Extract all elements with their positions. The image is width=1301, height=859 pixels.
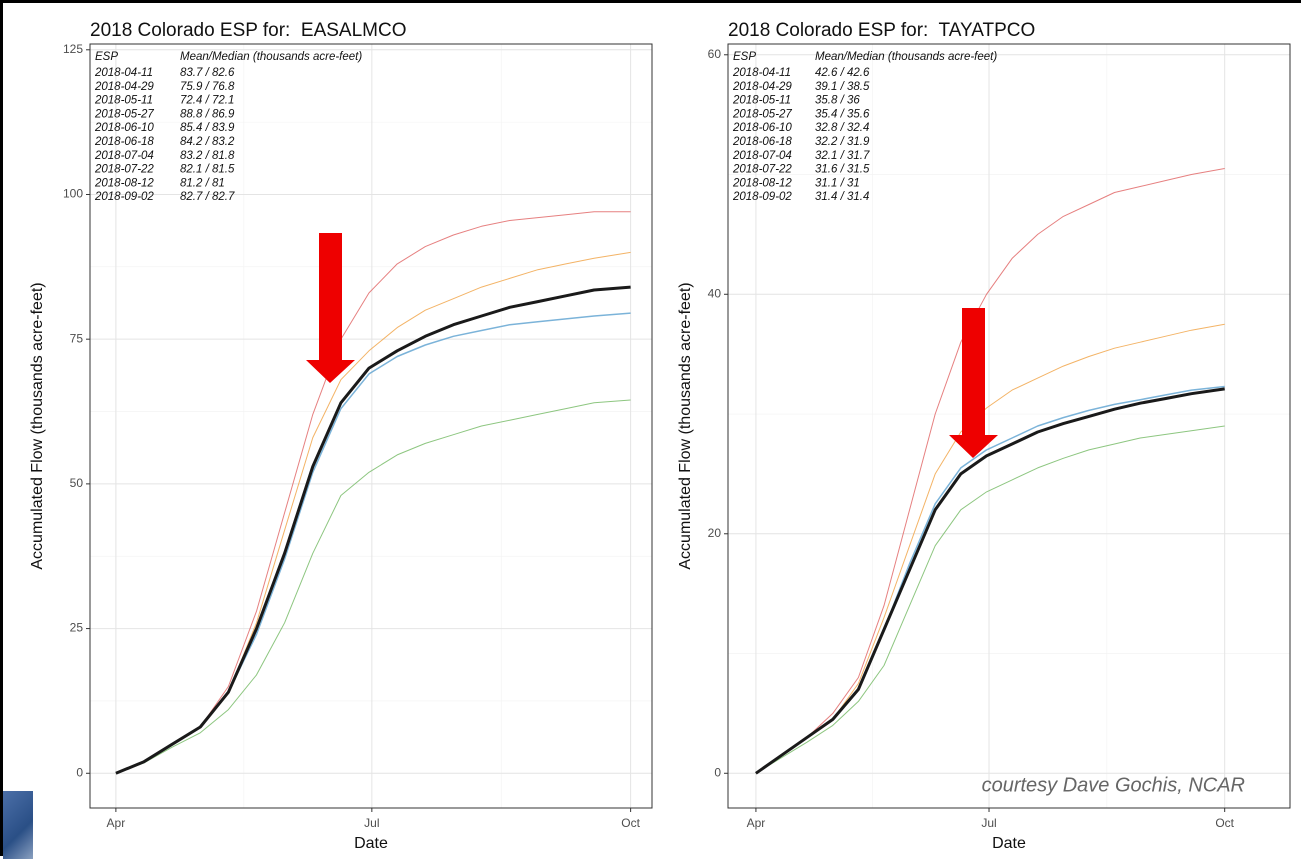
table-cell: 83.7 / 82.6 [180, 67, 235, 79]
x-tick-label: Jul [364, 816, 379, 830]
table-cell: 31.4 / 31.4 [815, 191, 869, 203]
series-line [115, 285, 631, 775]
table-cell: 83.2 / 81.8 [180, 150, 235, 162]
table-cell: 82.7 / 82.7 [180, 191, 235, 203]
y-axis-label: Accumulated Flow (thousands acre-feet) [29, 282, 46, 569]
table-cell: 2018-09-02 [94, 191, 154, 203]
table-cell: 81.2 / 81 [180, 177, 225, 189]
table-cell: 2018-09-02 [732, 191, 792, 203]
table-header: ESP [95, 51, 118, 63]
table-cell: 88.8 / 86.9 [180, 108, 235, 120]
table-cell: 2018-05-11 [94, 95, 153, 107]
table-cell: 32.8 / 32.4 [815, 122, 869, 134]
y-tick-label: 100 [63, 187, 83, 201]
table-cell: 2018-04-29 [732, 81, 792, 93]
y-axis-label: Accumulated Flow (thousands acre-feet) [677, 282, 694, 569]
charts: 2018 Colorado ESP for: EASALMCO 0 25 50 75 10… [29, 20, 1291, 852]
table-cell: 2018-06-10 [732, 122, 792, 134]
y-tick-label: 0 [76, 765, 83, 779]
y-tick-label: 40 [708, 286, 722, 300]
y-tick-label: 0 [714, 765, 721, 779]
plot-border [727, 43, 1291, 809]
plot-background [90, 44, 652, 808]
table-cell: 2018-04-29 [94, 81, 154, 93]
table-cell: 32.1 / 31.7 [815, 150, 870, 162]
table-cell: 2018-07-04 [94, 150, 154, 162]
table-cell: 2018-05-27 [732, 108, 792, 120]
table-cell: 2018-08-12 [732, 177, 792, 189]
table-cell: 75.9 / 76.8 [180, 81, 235, 93]
table-cell: 31.6 / 31.5 [815, 164, 870, 176]
x-tick-label: Apr [747, 816, 766, 830]
y-tick-label: 125 [63, 42, 83, 56]
table-cell: 32.2 / 31.9 [815, 136, 870, 148]
table-cell: 2018-06-18 [732, 136, 792, 148]
x-axis-label: Date [354, 835, 388, 852]
table-cell: 2018-07-22 [94, 164, 154, 176]
plot-border [89, 43, 653, 809]
y-tick-label: 75 [70, 331, 84, 345]
table-cell: 35.8 / 36 [815, 95, 860, 107]
series-line [755, 425, 1225, 774]
x-tick-label: Apr [107, 816, 126, 830]
table-cell: 85.4 / 83.9 [180, 122, 235, 134]
x-tick-label: Jul [981, 816, 996, 830]
table-cell: 72.4 / 72.1 [180, 95, 234, 107]
plot-background [728, 44, 1290, 808]
table-header: Mean/Median (thousands acre-feet) [180, 51, 362, 63]
table-cell: 2018-06-18 [94, 136, 154, 148]
background-image-strip [3, 791, 33, 859]
table-cell: 39.1 / 38.5 [815, 81, 870, 93]
y-tick-label: 60 [708, 47, 722, 61]
table-cell: 2018-06-10 [94, 122, 154, 134]
table-cell: 2018-05-11 [732, 95, 791, 107]
x-tick-label: Oct [621, 816, 640, 830]
credit: courtesy Dave Gochis, NCAR [982, 774, 1245, 796]
chart: 2018 Colorado ESP for: TAYATPCO 0 20 40 60 Ap… [677, 20, 1291, 852]
y-tick-label: 25 [70, 621, 84, 635]
x-axis-label: Date [992, 835, 1026, 852]
table-cell: 2018-04-11 [94, 67, 153, 79]
table-cell: 84.2 / 83.2 [180, 136, 235, 148]
table-cell: 82.1 / 81.5 [180, 164, 235, 176]
table-cell: 42.6 / 42.6 [815, 67, 870, 79]
y-tick-label: 50 [70, 476, 84, 490]
table-header: ESP [733, 51, 756, 63]
chart: 2018 Colorado ESP for: EASALMCO 0 25 50 75 10… [29, 20, 653, 852]
table-cell: 31.1 / 31 [815, 177, 860, 189]
chart-title: 2018 Colorado ESP for: TAYATPCO [728, 20, 1035, 41]
table-cell: 2018-07-04 [732, 150, 792, 162]
table-cell: 2018-07-22 [732, 164, 792, 176]
series-line [755, 168, 1225, 774]
table-cell: 2018-05-27 [94, 108, 154, 120]
table-cell: 2018-08-12 [94, 177, 154, 189]
table-header: Mean/Median (thousands acre-feet) [815, 51, 997, 63]
y-tick-label: 20 [708, 526, 722, 540]
chart-title: 2018 Colorado ESP for: EASALMCO [90, 20, 406, 41]
table-cell: 2018-04-11 [732, 67, 791, 79]
table-cell: 35.4 / 35.6 [815, 108, 870, 120]
series-line [115, 399, 631, 774]
x-tick-label: Oct [1215, 816, 1234, 830]
